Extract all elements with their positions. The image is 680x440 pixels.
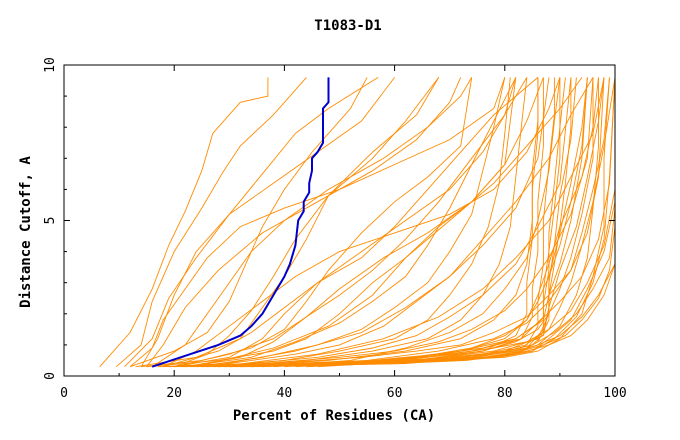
model-series-line-1 (99, 77, 269, 367)
model-series-line-34 (163, 77, 539, 368)
x-tick-label: 0 (60, 386, 68, 401)
y-tick-label: 5 (43, 217, 58, 225)
model-series-line-35 (196, 77, 583, 368)
model-series-line-27 (262, 77, 539, 368)
model-series-line-45 (140, 77, 395, 367)
x-tick-label: 100 (603, 386, 626, 401)
model-series-line-46 (174, 77, 517, 368)
x-tick-label: 20 (166, 386, 182, 401)
axis-ticks: 0 20 40 60 80 100 0 5 10 (43, 57, 627, 401)
model-series-line-2 (116, 77, 307, 368)
chart-title: T1083-D1 (314, 18, 381, 34)
model-series-line-41 (306, 77, 588, 368)
x-tick-label: 60 (387, 386, 403, 401)
model-series-line-22 (234, 77, 588, 368)
model-series-line-5 (135, 77, 440, 368)
x-axis-label: Percent of Residues (CA) (233, 408, 435, 424)
model-series-line-52 (229, 77, 588, 368)
model-series-line-29 (218, 77, 528, 368)
model-series-line-55 (163, 77, 561, 368)
model-series-line-4 (129, 77, 368, 368)
model-series-line-7 (146, 77, 517, 368)
model-series-line-50 (295, 77, 599, 368)
model-series-line-54 (129, 77, 506, 368)
model-series-line-47 (185, 77, 544, 368)
highlight-series-line (151, 77, 330, 368)
y-tick-label: 0 (43, 372, 58, 380)
model-series-group (99, 77, 616, 368)
model-series-line-32 (185, 77, 517, 368)
model-series-line-37 (218, 77, 605, 368)
highlight-series-group (151, 77, 330, 368)
model-series-line-11 (174, 77, 605, 368)
model-series-line-30 (207, 77, 511, 368)
model-series-line-8 (157, 77, 550, 368)
y-axis-label: Distance Cutoff, A (18, 156, 34, 308)
x-tick-label: 40 (277, 386, 293, 401)
model-series-line-31 (196, 77, 506, 368)
model-series-line-44 (146, 77, 462, 367)
model-series-line-51 (306, 77, 616, 368)
model-series-line-53 (240, 77, 594, 368)
model-series-line-33 (174, 77, 528, 368)
model-series-line-49 (262, 77, 561, 368)
x-tick-label: 80 (497, 386, 513, 401)
y-tick-label: 10 (43, 57, 58, 73)
model-series-line-9 (163, 77, 572, 368)
